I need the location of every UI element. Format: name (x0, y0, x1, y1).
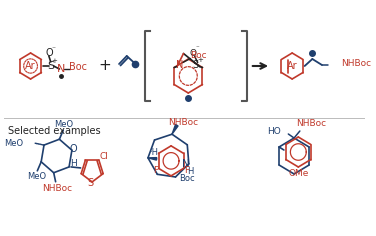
Text: MeO: MeO (54, 120, 73, 129)
Text: S: S (47, 61, 54, 71)
Polygon shape (172, 124, 178, 134)
Text: F: F (184, 166, 190, 175)
Text: N: N (182, 159, 190, 169)
Text: MeO: MeO (27, 172, 46, 181)
Text: Selected examples: Selected examples (8, 126, 101, 136)
Text: NHBoc: NHBoc (296, 119, 326, 128)
Text: O: O (190, 49, 196, 58)
Text: ⁻: ⁻ (52, 45, 56, 54)
Text: Boc: Boc (69, 62, 87, 72)
Text: ·H: ·H (149, 148, 158, 157)
Text: S: S (87, 178, 93, 188)
Text: Boc: Boc (190, 51, 206, 60)
Text: F: F (153, 166, 158, 175)
Text: +: + (52, 58, 58, 64)
Text: Boc: Boc (179, 174, 195, 183)
Text: MeO: MeO (4, 139, 23, 148)
Text: N: N (176, 59, 183, 69)
Text: O: O (69, 144, 77, 154)
Text: NHBoc: NHBoc (42, 184, 73, 193)
Text: +: + (198, 56, 203, 63)
Text: H: H (70, 160, 77, 169)
Text: S: S (193, 59, 199, 69)
Text: HO: HO (267, 126, 280, 135)
Text: ⁻: ⁻ (196, 46, 200, 51)
Text: Ar: Ar (25, 61, 36, 71)
Text: H: H (188, 167, 194, 176)
Text: Cl: Cl (99, 152, 108, 161)
Text: O: O (45, 48, 53, 58)
Text: NHBoc: NHBoc (168, 118, 199, 127)
Text: Ar: Ar (287, 61, 297, 71)
Text: +: + (98, 59, 111, 73)
Text: OMe: OMe (288, 169, 309, 177)
Text: NHBoc: NHBoc (341, 59, 371, 68)
Text: N: N (57, 64, 65, 74)
Polygon shape (148, 158, 157, 160)
